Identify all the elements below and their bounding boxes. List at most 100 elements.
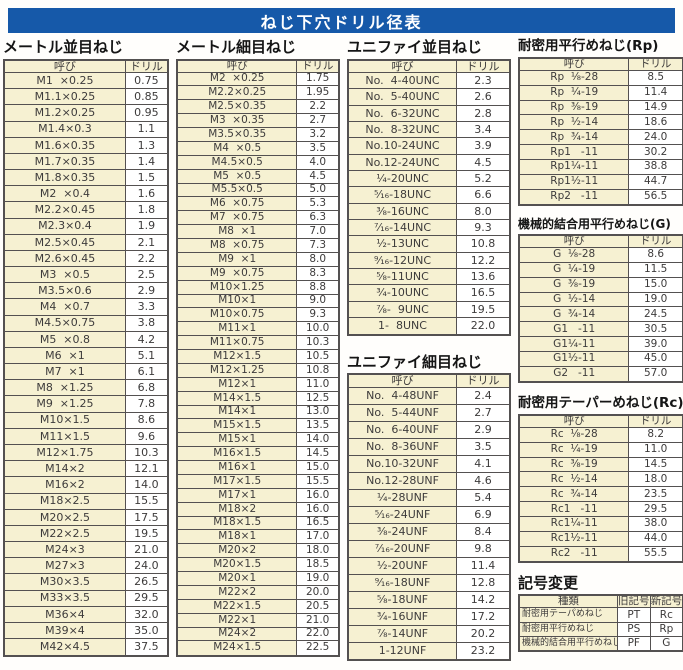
thread-name-cell: M18×1 [176,529,298,545]
drill-value-cell: 23.5 [628,486,683,503]
table-row: 耐密用テーパめねじ PT Rc [518,607,683,623]
thread-name-cell: M42×4.5 [3,638,126,656]
table-row: 耐密用平行めねじ PS Rp [518,621,683,637]
table-row: M4 ×0.5 3.5 [176,140,340,156]
drill-value-cell: 17.0 [296,529,340,545]
table-row: G ¹⁄₂-14 19.0 [518,291,683,308]
table-row: ¹⁄₂-13UNC 10.8 [347,235,511,253]
thread-name-cell: M6 ×0.75 [176,196,298,212]
drill-value-cell: 10.8 [456,235,511,253]
table-row: Rc ³⁄₄-14 23.5 [518,486,683,503]
thread-name-cell: Rc1 -11 [518,501,630,518]
table-row: M22×1 21.0 [176,612,340,628]
table-row: M20×2.5 17.5 [3,508,169,526]
thread-name-cell: M1.8×0.35 [3,169,126,187]
thread-name-cell: M1.7×0.35 [3,152,126,171]
table-row: M24×1.5 22.5 [176,640,340,656]
table-row: Rc1¹⁄₄-11 38.0 [518,516,683,532]
table-row: M11×0.75 10.3 [176,335,340,351]
drill-value-cell: 3.9 [456,137,511,155]
drill-value-cell: 15.5 [124,492,169,510]
thread-name-cell: M27×3 [3,557,126,575]
drill-value-cell: 5.4 [456,488,511,507]
drill-value-cell: 2.4 [456,386,511,405]
table-row: M2.3×0.4 1.9 [3,217,169,235]
table-row: Rc2 -11 55.5 [518,545,683,563]
drill-value-cell: 1.95 [296,85,340,101]
drill-value-cell: 13.6 [456,267,511,286]
drill-value-cell: 14.0 [296,432,340,448]
table-row: No. 8-36UNF 3.5 [347,437,511,456]
thread-name-cell: Rc ³⁄₈-19 [518,456,630,473]
table-row: M3 ×0.5 2.5 [3,266,169,284]
drill-value-cell: 1.8 [124,201,169,219]
table-row: Rc1 -11 29.5 [518,501,683,518]
drill-value-cell: 6.6 [456,186,511,204]
table-row: M16×1 15.0 [176,460,340,475]
drill-value-cell: 2.7 [456,403,511,422]
drill-value-cell: 5.0 [296,182,340,198]
drill-value-cell: 14.5 [296,446,340,462]
drill-value-cell: 15.0 [296,460,340,475]
table-row: M2.2×0.25 1.95 [176,85,340,101]
thread-name-cell: M10×1.25 [176,279,298,295]
drill-value-cell: 1.75 [296,71,340,87]
thread-name-cell: M2.2×0.25 [176,85,298,101]
thread-name-cell: M11×1 [176,321,298,337]
thread-name-cell: G ¹⁄₄-19 [518,261,630,278]
thread-name-cell: G1¹⁄₂-11 [518,351,630,367]
drill-value-cell: 2.3 [456,72,511,90]
drill-value-cell: 12.8 [456,573,511,592]
table-row: M15×1.5 13.5 [176,418,340,434]
thread-name-cell: M14×1 [176,404,298,420]
thread-name-cell: 1-12UNF [347,641,458,661]
drill-value-cell: 2.9 [124,282,169,300]
thread-name-cell: No. 4-48UNF [347,386,458,405]
table-header-row: 呼び ドリル [518,414,683,428]
table-row: M36×4 32.0 [3,605,169,623]
thread-name-cell: Rc ¹⁄₂-14 [518,471,630,488]
drill-value-cell: 10.5 [296,349,340,364]
table-row: ⁷⁄₁₆-14UNC 9.3 [347,218,511,237]
thread-name-cell: M16×1 [176,460,298,475]
table-row: M17×1.5 15.5 [176,473,340,489]
drill-value-cell: 1.6 [124,185,169,203]
drill-value-cell: 14.0 [124,476,169,494]
drill-value-cell: 30.2 [628,144,683,161]
drill-value-cell: 17.5 [124,508,169,526]
drill-value-cell: 17.2 [456,607,511,626]
table-row: G ¹⁄₈-28 8.6 [518,247,683,263]
column-metric-coarse: メートル並目ねじ 呼び ドリル M1 ×0.25 0.75 M1.1×0.25 0.8… [3,38,169,657]
thread-name-cell: ³⁄₈-24UNF [347,522,458,541]
drill-value-cell: PF [616,635,651,652]
column-pipe-threads: 耐密用平行めねじ(Rp) 呼び ドリル Rp ¹⁄₈-28 8.5 Rp ¹⁄₄-1… [518,38,683,653]
table-row: ⁵⁄₈-11UNC 13.6 [347,267,511,286]
thread-name-cell: M24×3 [3,541,126,559]
thread-name-cell: ⁵⁄₈-18UNF [347,590,458,609]
drill-value-cell: 4.2 [124,330,169,348]
table-row: M10×0.75 9.3 [176,307,340,323]
thread-name-cell: M12×1.5 [176,349,298,364]
table-row: M5 ×0.8 4.2 [3,330,169,348]
col-header-name: 呼び [347,58,458,74]
table-row: ⁵⁄₁₆-18UNC 6.6 [347,186,511,204]
thread-name-cell: ⁷⁄₁₆-14UNC [347,218,458,237]
thread-name-cell: ⁵⁄₁₆-18UNC [347,186,458,204]
thread-name-cell: M3.5×0.6 [3,282,126,300]
table-row: M2.5×0.35 2.2 [176,99,340,115]
drill-value-cell: 29.5 [124,589,169,607]
drill-value-cell: 13.5 [296,418,340,434]
thread-name-cell: Rc2 -11 [518,545,630,563]
table-row: G ¹⁄₄-19 11.5 [518,261,683,278]
table-row: M30×3.5 26.5 [3,573,169,591]
col-header-name: 呼び [347,373,458,388]
table-row: M10×1.25 8.8 [176,279,340,295]
thread-name-cell: M20×2.5 [3,508,126,526]
thread-name-cell: M1.1×0.25 [3,88,126,106]
drill-value-cell: 11.4 [628,84,683,101]
thread-name-cell: M15×1 [176,432,298,448]
thread-name-cell: M22×1.5 [176,598,298,614]
thread-name-cell: 耐密用平行めねじ [518,621,618,637]
col-header-name: 呼び [518,234,630,249]
drill-value-cell: 10.0 [296,321,340,337]
